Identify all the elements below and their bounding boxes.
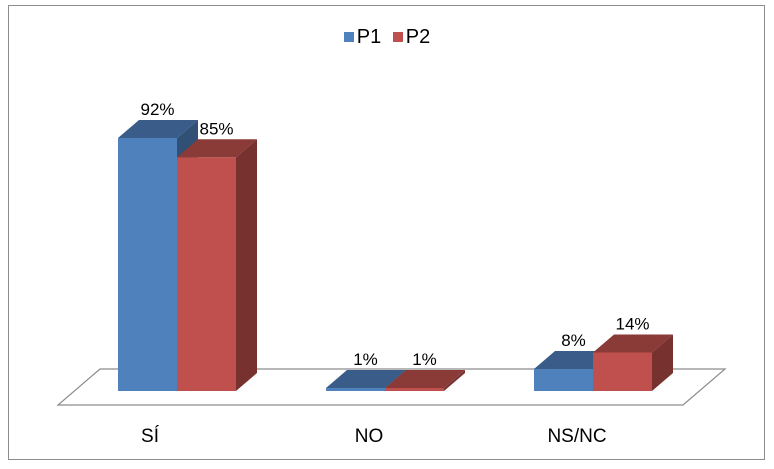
legend-swatch-p2 xyxy=(392,32,403,42)
bar-top-s--p1 xyxy=(118,120,198,138)
data-label-s--p1: 92% xyxy=(140,100,174,119)
bar-ns-nc-p1 xyxy=(534,369,593,391)
legend-label-p1: P1 xyxy=(356,25,382,48)
bar-top-no-p2 xyxy=(385,370,465,388)
bar-side-s--p2 xyxy=(236,139,257,391)
data-label-s--p2: 85% xyxy=(199,119,233,138)
data-label-ns-nc-p2: 14% xyxy=(615,315,649,334)
category-label-s-: SÍ xyxy=(141,426,160,447)
data-label-ns-nc-p1: 8% xyxy=(561,331,586,350)
bar-s--p1 xyxy=(118,138,177,391)
bar-top-no-p1 xyxy=(326,370,406,388)
bar-side-no-p2 xyxy=(444,370,465,391)
category-label-ns-nc: NS/NC xyxy=(547,426,606,447)
bar-top-ns-nc-p2 xyxy=(593,334,673,353)
data-label-no-p1: 1% xyxy=(353,350,378,369)
bar-s--p2 xyxy=(177,157,236,391)
legend-swatch-p1 xyxy=(343,32,354,42)
legend-item-p1: P1 xyxy=(343,25,382,49)
bar-no-p1 xyxy=(326,388,385,391)
bar-top-s--p2 xyxy=(177,139,257,158)
bar-side-ns-nc-p2 xyxy=(652,334,673,391)
legend-label-p2: P2 xyxy=(405,25,431,48)
bar-no-p2 xyxy=(385,388,444,391)
bar-ns-nc-p2 xyxy=(593,352,652,391)
legend-item-p2: P2 xyxy=(392,25,431,49)
category-label-no: NO xyxy=(355,426,384,447)
data-label-no-p2: 1% xyxy=(412,350,437,369)
legend: P1 P2 xyxy=(0,25,774,49)
